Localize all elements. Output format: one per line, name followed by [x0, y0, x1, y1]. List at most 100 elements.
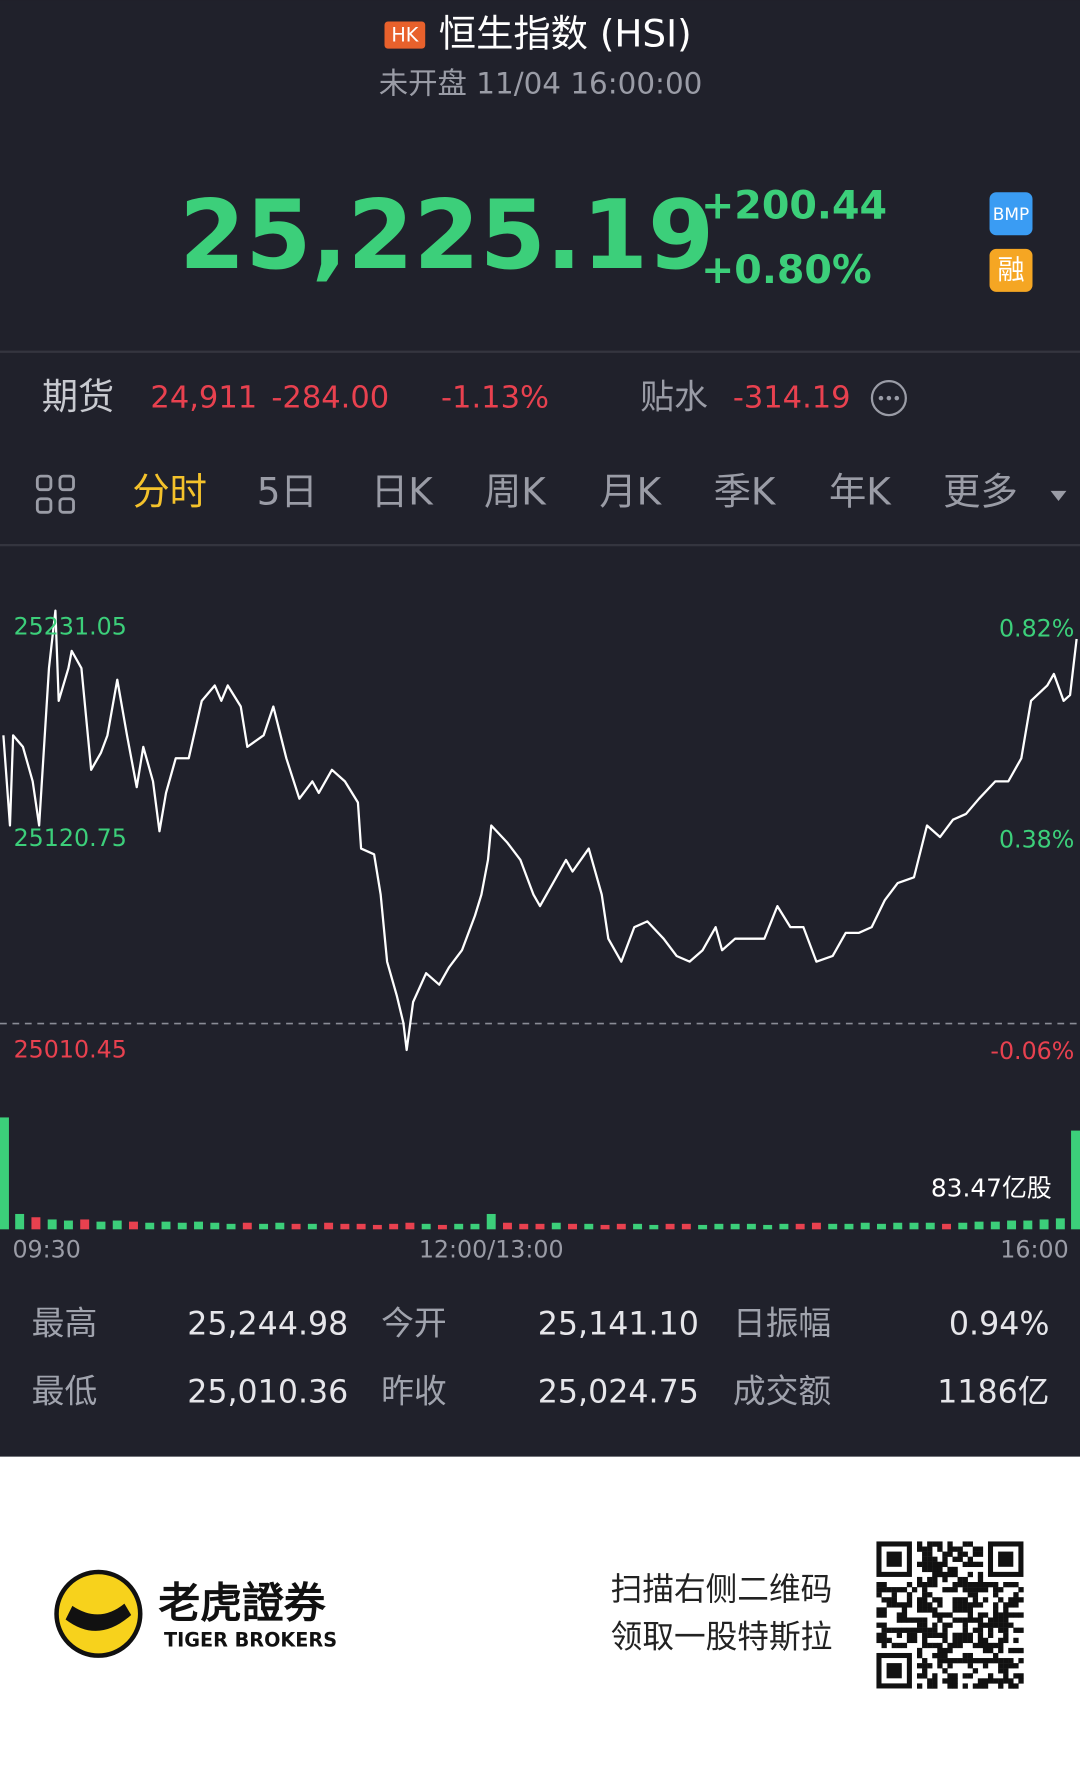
qr-cell	[947, 1673, 953, 1679]
qr-cell	[977, 1561, 984, 1568]
qr-cell	[942, 1652, 948, 1659]
qr-cell	[962, 1551, 968, 1557]
qr-cell	[922, 1592, 928, 1598]
qr-cell	[947, 1612, 953, 1618]
qr-cell	[927, 1632, 933, 1638]
qr-cell	[1013, 1602, 1019, 1608]
qr-cell	[901, 1617, 908, 1623]
volume-bar	[860, 1222, 870, 1230]
volume-bar	[909, 1222, 919, 1230]
tab[interactable]: 年K	[829, 470, 892, 514]
qr-cell	[947, 1622, 953, 1628]
qr-cell	[993, 1587, 999, 1593]
grid-icon[interactable]	[35, 474, 75, 514]
qr-cell	[927, 1576, 933, 1583]
qr-cell	[952, 1673, 958, 1679]
stat-label: 今开	[381, 1304, 447, 1342]
volume-bar	[844, 1223, 854, 1230]
volume-bar	[31, 1217, 41, 1230]
qr-cell	[972, 1551, 979, 1557]
dropdown-arrow[interactable]	[1050, 490, 1067, 502]
stat-label: 昨收	[381, 1372, 447, 1410]
qr-cell	[942, 1576, 948, 1583]
volume-bar	[535, 1223, 545, 1230]
qr-cell	[972, 1617, 979, 1623]
qr-cell	[998, 1622, 1004, 1628]
margin-text: 融	[997, 255, 1024, 286]
qr-cell	[927, 1546, 933, 1552]
qr-finder	[998, 1551, 1014, 1567]
tab[interactable]: 月K	[599, 470, 662, 514]
qr-cell	[967, 1561, 973, 1568]
qr-cell	[957, 1617, 963, 1623]
qr-cell	[881, 1637, 887, 1644]
qr-cell	[896, 1612, 903, 1618]
qr-cell	[998, 1668, 1004, 1674]
volume-bar	[112, 1220, 122, 1230]
qr-cell	[962, 1673, 968, 1679]
qr-cell	[927, 1582, 933, 1588]
qr-cell	[932, 1541, 938, 1547]
tab[interactable]: 日K	[371, 470, 434, 514]
qr-cell	[932, 1632, 938, 1638]
qr-cell	[957, 1576, 963, 1583]
x-tick-label: 12:00/13:00	[419, 1235, 564, 1263]
tab[interactable]: 周K	[484, 470, 547, 514]
qr-cell	[906, 1627, 913, 1633]
basis-label: 贴水	[640, 378, 708, 417]
qr-cell	[1008, 1582, 1014, 1588]
qr-cell	[922, 1607, 928, 1613]
qr-cell	[947, 1683, 953, 1689]
qr-cell	[952, 1642, 958, 1649]
qr-cell	[942, 1561, 948, 1568]
title: 恒生指数 (HSI)	[439, 12, 692, 56]
volume-bar	[129, 1221, 138, 1230]
qr-cell	[967, 1607, 973, 1613]
qr-cell	[891, 1587, 897, 1593]
qr-cell	[1003, 1678, 1009, 1684]
bmp-badge[interactable]	[989, 192, 1033, 236]
qr-cell	[932, 1571, 938, 1578]
stat-label: 日振幅	[733, 1304, 831, 1342]
qr-cell	[967, 1592, 973, 1598]
qr-cell	[881, 1587, 887, 1593]
volume-bar	[990, 1221, 1000, 1230]
qr-cell	[922, 1617, 928, 1623]
qr-cell	[1013, 1683, 1019, 1689]
qr-cell	[957, 1642, 963, 1649]
qr-cell	[916, 1582, 923, 1588]
qr-finder	[987, 1541, 1024, 1577]
qr-cell	[876, 1582, 882, 1588]
tab[interactable]: 季K	[714, 470, 777, 514]
qr-cell	[932, 1673, 938, 1679]
qr-cell	[932, 1683, 938, 1689]
tab[interactable]: 5日	[257, 470, 318, 514]
tab[interactable]: 分时	[132, 470, 207, 514]
volume-bar	[454, 1223, 464, 1230]
more-button[interactable]	[870, 380, 907, 417]
qr-cell	[982, 1587, 989, 1593]
stat-value: 25,141.10	[538, 1306, 699, 1342]
qr-cell	[922, 1658, 928, 1664]
qr-cell	[906, 1602, 913, 1608]
price-line	[2, 609, 1078, 1052]
bmp-text: BMP	[993, 204, 1029, 224]
tab[interactable]: 更多	[943, 470, 1018, 514]
qr-cell	[927, 1602, 933, 1608]
stat-label: 成交额	[733, 1372, 831, 1410]
qr-cell	[998, 1637, 1004, 1644]
qr-cell	[952, 1607, 958, 1613]
volume-bar	[633, 1223, 643, 1230]
qr-cell	[881, 1622, 887, 1628]
qr-finder	[876, 1652, 912, 1689]
qr-cell	[932, 1627, 938, 1633]
qr-cell	[962, 1632, 968, 1638]
qr-cell	[947, 1663, 953, 1669]
qr-cell	[927, 1556, 933, 1562]
volume-bar	[795, 1223, 805, 1230]
qr-cell	[1003, 1663, 1009, 1669]
margin-badge[interactable]	[989, 248, 1033, 292]
qr-cell	[922, 1663, 928, 1669]
qr-cell	[937, 1652, 943, 1659]
qr-cell	[987, 1658, 994, 1664]
